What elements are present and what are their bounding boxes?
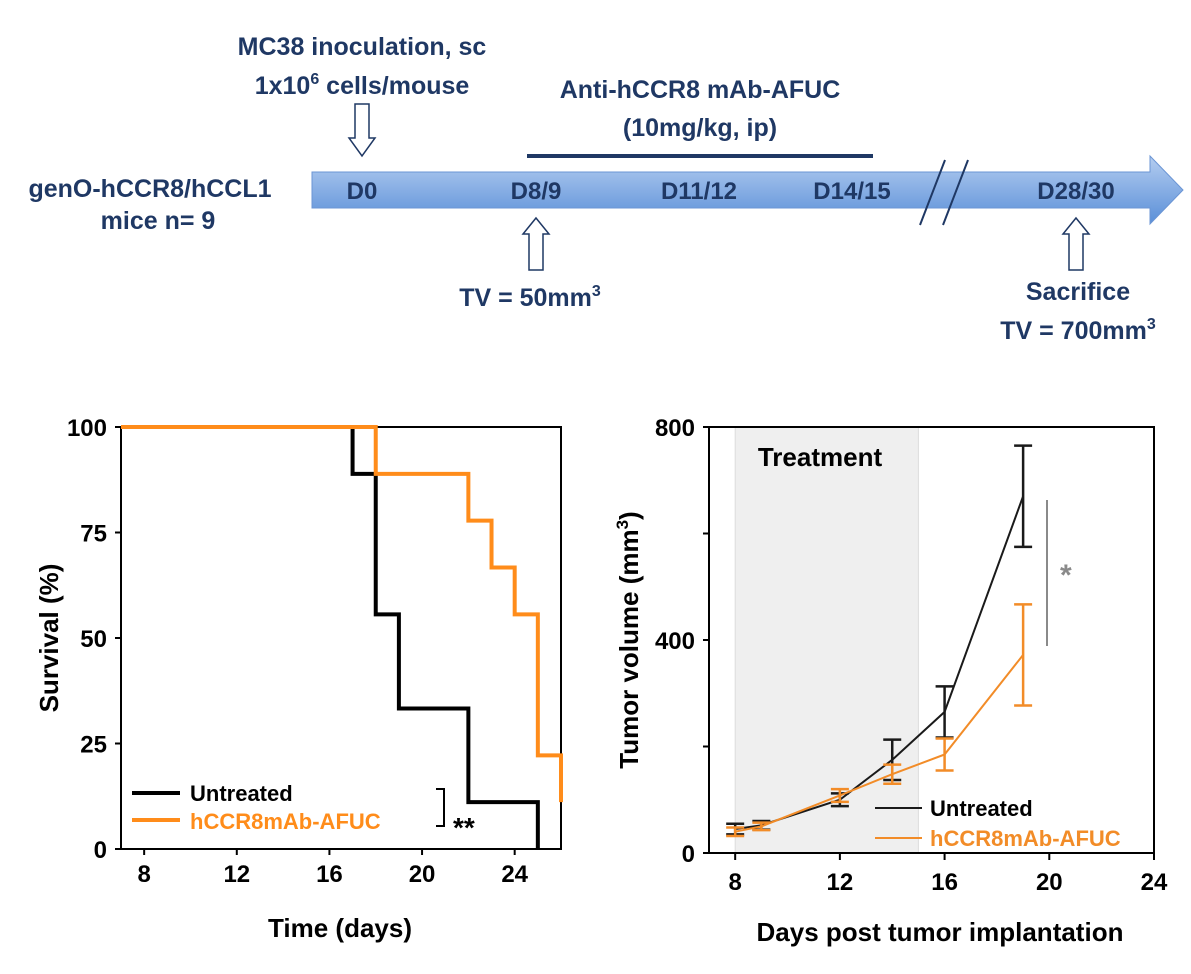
significance-marker: * <box>1060 559 1072 592</box>
tv-end-label: TV = 700mm3 <box>1000 316 1156 345</box>
y-tick-label: 100 <box>67 415 107 442</box>
mouse-label-line1: genO-hCCR8/hCCL1 <box>28 175 271 203</box>
axis-ticks: 8 12 16 20 24 0 25 50 75 100 <box>67 415 529 888</box>
sacrifice-arrow-icon <box>1061 216 1091 271</box>
tv-start-label: TV = 50mm3 <box>459 283 601 312</box>
legend-label: Untreated <box>930 796 1033 821</box>
error-bar-treated <box>726 826 745 838</box>
series-line-treated <box>121 425 563 803</box>
day-label: D0 <box>347 178 378 205</box>
y-axis-title: Tumor volume (mm3) <box>613 511 644 768</box>
y-axis-title: Survival (%) <box>34 564 64 713</box>
tumor-volume-chart: Treatment 8 12 16 20 24 0 400 800 Days post tum… <box>613 415 1168 947</box>
x-tick-label: 12 <box>827 869 854 896</box>
legend-label: hCCR8mAb-AFUC <box>190 809 381 834</box>
x-tick-label: 12 <box>223 861 250 888</box>
treatment-label-line2: (10mg/kg, ip) <box>623 114 777 142</box>
day-label: D14/15 <box>813 178 890 205</box>
x-tick-label: 20 <box>1036 869 1063 896</box>
x-tick-label: 8 <box>728 869 741 896</box>
series-line-treated <box>734 654 1024 833</box>
tv-start-arrow-icon <box>521 216 551 271</box>
series-lines <box>726 444 1033 838</box>
y-tick-label: 0 <box>94 837 107 864</box>
error-bar-treated <box>752 821 771 832</box>
y-tick-label: 25 <box>80 732 107 759</box>
day-label: D28/30 <box>1037 178 1114 205</box>
treatment-region-label: Treatment <box>758 442 883 472</box>
y-tick-label: 50 <box>80 626 107 653</box>
legend-label: Untreated <box>190 781 293 806</box>
inoculation-label-line1: MC38 inoculation, sc <box>238 33 487 61</box>
legend-label: hCCR8mAb-AFUC <box>930 826 1121 851</box>
axis-break-mark <box>919 159 946 226</box>
sacrifice-label: Sacrifice <box>1026 278 1130 306</box>
x-tick-label: 16 <box>931 869 958 896</box>
error-bar-untreated <box>1014 444 1033 549</box>
error-bar-treated <box>1014 603 1033 707</box>
significance-marker: ** <box>453 812 475 843</box>
timeline-arrow <box>311 154 1184 226</box>
error-bar-treated <box>883 763 902 786</box>
mouse-label-line2: mice n= 9 <box>101 207 216 235</box>
x-tick-label: 16 <box>316 861 343 888</box>
axis-break-mark <box>942 159 969 226</box>
y-tick-label: 0 <box>682 841 695 868</box>
treatment-shaded-region <box>734 426 919 854</box>
plot-frame <box>120 426 562 850</box>
series-line-untreated <box>735 495 1025 831</box>
x-axis-title: Time (days) <box>268 913 412 943</box>
y-tick-label: 800 <box>655 415 695 442</box>
x-tick-label: 8 <box>137 861 150 888</box>
x-tick-label: 24 <box>1141 869 1168 896</box>
series-lines <box>121 425 563 849</box>
legend: Untreated hCCR8mAb-AFUC <box>132 781 381 834</box>
error-bar-treated <box>830 787 849 804</box>
error-bar-treated <box>935 737 954 772</box>
inoculation-label-line2: 1x106 cells/mouse <box>255 71 470 100</box>
survival-chart: 8 12 16 20 24 0 25 50 75 100 Time (days) Survival… <box>34 415 563 943</box>
legend: Untreated hCCR8mAb-AFUC <box>875 796 1121 851</box>
day-label: D11/12 <box>661 178 737 205</box>
treatment-label-line1: Anti-hCCR8 mAb-AFUC <box>560 76 841 104</box>
x-tick-label: 24 <box>501 861 528 888</box>
inoculation-arrow-icon <box>347 103 377 158</box>
y-tick-label: 75 <box>80 521 107 548</box>
significance-bracket <box>436 788 445 827</box>
x-tick-label: 20 <box>409 861 436 888</box>
axis-ticks: 8 12 16 20 24 0 400 800 <box>655 415 1168 896</box>
timeline-panel: genO-hCCR8/hCCL1 mice n= 9 MC38 inoculat… <box>28 33 1184 345</box>
x-axis-title: Days post tumor implantation <box>757 917 1124 947</box>
y-tick-label: 400 <box>655 628 695 655</box>
series-line-untreated <box>121 425 540 849</box>
day-label: D8/9 <box>511 178 562 205</box>
